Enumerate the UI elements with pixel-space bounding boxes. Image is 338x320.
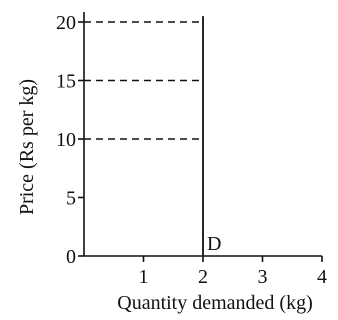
- data-series: D: [202, 16, 221, 256]
- y-tick-label: 15: [56, 71, 76, 93]
- guide-lines: [84, 21, 203, 140]
- y-tick-label: 5: [66, 188, 76, 210]
- y-axis-ticks: 0 5 10 15 20: [56, 12, 84, 268]
- x-tick-label: 2: [198, 266, 208, 288]
- y-tick-label: 10: [56, 129, 76, 151]
- demand-curve-label: D: [207, 233, 221, 255]
- y-tick-label: 0: [66, 246, 76, 268]
- x-tick-label: 3: [258, 266, 268, 288]
- x-tick-label: 1: [139, 266, 149, 288]
- y-axis-title: Price (Rs per kg): [16, 79, 38, 215]
- x-axis-ticks: 1 2 3 4: [139, 256, 327, 288]
- x-tick-label: 4: [317, 266, 327, 288]
- x-axis-title: Quantity demanded (kg): [117, 292, 313, 314]
- y-tick-label: 20: [56, 12, 76, 34]
